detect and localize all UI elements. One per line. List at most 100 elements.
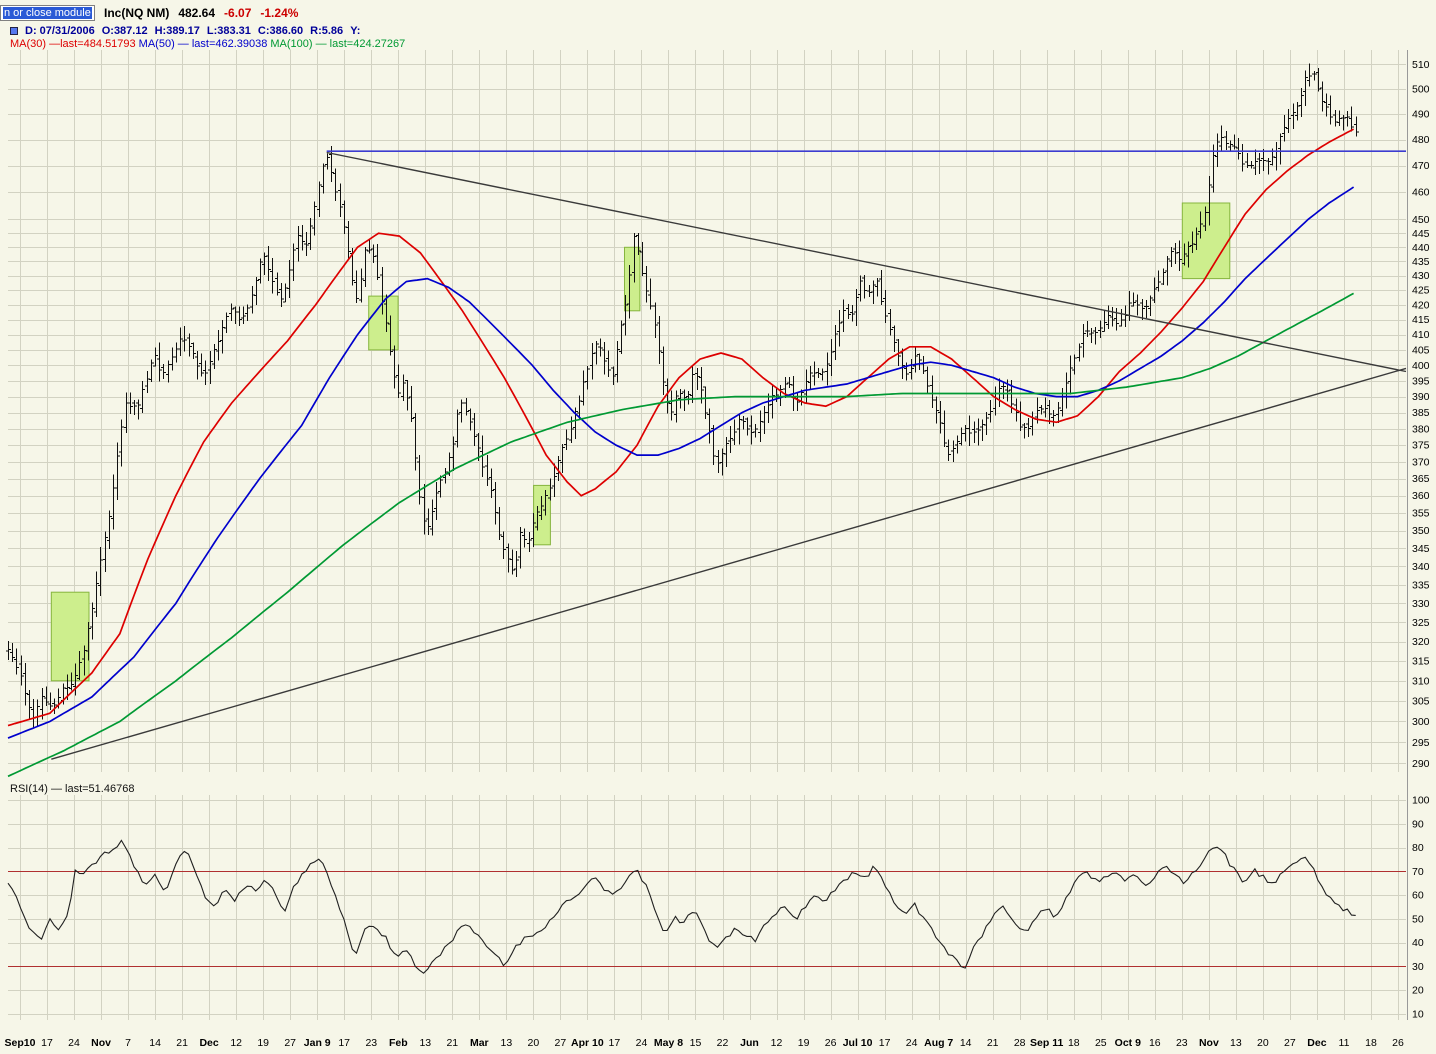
descending-trendline[interactable] (326, 151, 1407, 373)
price-axis-label: 460 (1412, 187, 1430, 199)
date-axis-label: Nov (91, 1037, 111, 1049)
date-axis-label: Aug 7 (924, 1037, 953, 1049)
rsi-axis-label: 60 (1412, 890, 1424, 902)
date-axis-label: 21 (987, 1037, 999, 1049)
price-axis-label: 470 (1412, 160, 1430, 172)
date-axis-label: 27 (555, 1037, 567, 1049)
highlight-zone-1[interactable] (50, 591, 90, 682)
ohlc-range: R:5.86 (310, 25, 344, 37)
moving-average-lines (7, 128, 1355, 778)
highlight-zone-5[interactable] (1181, 202, 1231, 280)
quote-line: Inc(NQ NM) 482.64 -6.07 -1.24% (104, 6, 307, 20)
price-axis-label: 305 (1412, 696, 1430, 708)
date-axis-label: 16 (1149, 1037, 1161, 1049)
price-axis-label: 335 (1412, 579, 1430, 591)
highlight-zone-4[interactable] (624, 246, 641, 312)
date-axis-label: 24 (68, 1037, 80, 1049)
date-axis-label: 23 (365, 1037, 377, 1049)
price-axis-label: 310 (1412, 675, 1430, 687)
price-axis-label: 385 (1412, 407, 1430, 419)
price-bars (6, 63, 1359, 729)
price-axis-label: 435 (1412, 256, 1430, 268)
price-axis-label: 315 (1412, 656, 1430, 668)
rsi-panel (7, 839, 1406, 974)
date-axis-label: 21 (176, 1037, 188, 1049)
date-axis-label: Dec (1307, 1037, 1326, 1049)
rsi-axis-label: 90 (1412, 818, 1424, 830)
trendlines[interactable] (51, 150, 1407, 760)
date-axis-label: 17 (41, 1037, 53, 1049)
date-axis-label: 24 (906, 1037, 918, 1049)
price-axis-label: 370 (1412, 456, 1430, 468)
date-axis-label: 26 (825, 1037, 837, 1049)
last-price: 482.64 (178, 6, 216, 20)
rsi-line (7, 839, 1356, 974)
date-axis-label: Jun (740, 1037, 759, 1049)
price-axis-label: 300 (1412, 716, 1430, 728)
data-bullet-icon (10, 27, 18, 35)
rsi-axis-label: 40 (1412, 937, 1424, 949)
rsi-axis-label: 100 (1412, 795, 1430, 807)
rsi-legend: RSI(14) — last=51.46768 (10, 783, 135, 795)
price-change-percent: -1.24% (260, 6, 299, 20)
price-axis-label: 295 (1412, 737, 1430, 749)
ohlc-y: Y: (350, 25, 361, 37)
ohlc-open: O:387.12 (101, 25, 148, 37)
highlight-zone-2[interactable] (368, 295, 399, 351)
date-axis-label: 13 (419, 1037, 431, 1049)
module-toggle-label: n or close module (3, 7, 92, 19)
date-axis-label: 7 (125, 1037, 131, 1049)
price-axis-label: 340 (1412, 561, 1430, 573)
axis-labels: 510 500 490 480 470 460 450 445 440 435 430 425 420 4… (5, 50, 1430, 1049)
rsi-axis-label: 30 (1412, 961, 1424, 973)
price-axis-label: 380 (1412, 423, 1430, 435)
date-axis-label: 11 (1339, 1037, 1350, 1049)
date-axis-label: 24 (636, 1037, 648, 1049)
price-axis-label: 410 (1412, 329, 1430, 341)
rsi-axis-label: 70 (1412, 866, 1424, 878)
date-axis-label: 21 (446, 1037, 458, 1049)
symbol-label: Inc(NQ NM) (104, 6, 170, 20)
highlight-zones[interactable] (50, 202, 1231, 682)
date-axis-label: 27 (1284, 1037, 1296, 1049)
price-axis-label: 360 (1412, 490, 1430, 502)
date-axis-label: 23 (1176, 1037, 1188, 1049)
ma-line-MA(100) (7, 292, 1355, 778)
date-axis-label: May 8 (654, 1037, 683, 1049)
price-axis-label: 400 (1412, 360, 1430, 372)
date-axis-label: 28 (1014, 1037, 1026, 1049)
rsi-axis-label: 80 (1412, 842, 1424, 854)
date-axis-label: Sep 11 (1030, 1037, 1063, 1049)
price-axis-label: 350 (1412, 525, 1430, 537)
price-axis-label: 330 (1412, 598, 1430, 610)
date-axis-label: Dec (199, 1037, 218, 1049)
date-axis-label: 17 (879, 1037, 891, 1049)
price-axis-label: 450 (1412, 214, 1430, 226)
date-axis-label: Feb (389, 1037, 408, 1049)
price-axis-label: 425 (1412, 285, 1430, 297)
date-axis-label: 17 (609, 1037, 621, 1049)
price-axis-label: 490 (1412, 109, 1430, 121)
date-axis-label: 17 (338, 1037, 350, 1049)
price-axis-label: 445 (1412, 228, 1430, 240)
price-axis-label: 415 (1412, 314, 1430, 326)
ohlc-low: L:383.31 (206, 25, 251, 37)
date-axis-label: Mar (470, 1037, 489, 1049)
ma30-legend: MA(30) —last=484.51793 (10, 38, 136, 50)
price-axis-label: 510 (1412, 59, 1430, 71)
date-axis-label: 12 (771, 1037, 783, 1049)
price-axis-label: 480 (1412, 134, 1430, 146)
ohlc-date: D: 07/31/2006 (25, 25, 95, 37)
date-axis-label: 27 (284, 1037, 296, 1049)
price-axis-label: 390 (1412, 391, 1430, 403)
date-axis-label: 26 (1392, 1037, 1404, 1049)
date-axis-label: 15 (690, 1037, 702, 1049)
date-axis-label: 18 (1365, 1037, 1377, 1049)
ascending-trendline[interactable] (51, 367, 1407, 760)
module-toggle-tooltip[interactable]: n or close module (0, 5, 95, 21)
date-axis-label: 19 (257, 1037, 269, 1049)
price-axis-label: 430 (1412, 270, 1430, 282)
rsi-axis-label: 50 (1412, 913, 1424, 925)
